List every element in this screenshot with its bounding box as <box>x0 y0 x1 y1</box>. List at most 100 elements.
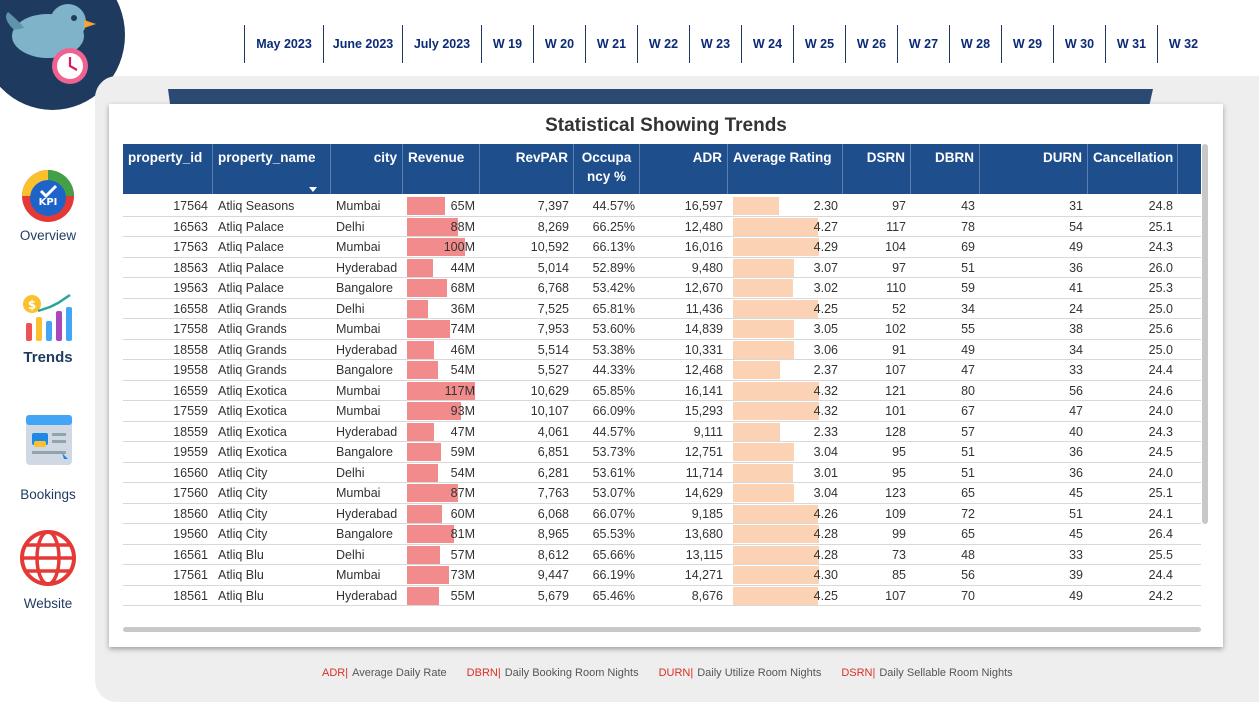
revenue-bar <box>407 217 459 236</box>
horizontal-scrollbar[interactable] <box>123 627 1201 632</box>
table-row[interactable]: 18558 Atliq Grands Hyderabad 46M 5,514 53.38%… <box>123 340 1201 360</box>
filter-w-25[interactable]: W 25 <box>793 25 845 63</box>
cell-property_id: 18559 <box>173 424 208 439</box>
table-row[interactable]: 19558 Atliq Grands Bangalore 54M 5,527 44.33%… <box>123 360 1201 381</box>
table-row[interactable]: 17558 Atliq Grands Mumbai 74M 7,953 53.60% 14,… <box>123 319 1201 340</box>
rating-bar <box>733 545 819 564</box>
filter-june-2023[interactable]: June 2023 <box>323 25 402 63</box>
filter-w-30[interactable]: W 30 <box>1053 25 1105 63</box>
table-row[interactable]: 18560 Atliq City Hyderabad 60M 6,068 66.07% 9,… <box>123 504 1201 524</box>
filter-july-2023[interactable]: July 2023 <box>402 25 481 63</box>
cell-dbrn: 34 <box>961 301 975 316</box>
table-row[interactable]: 16561 Atliq Blu Delhi 57M 8,612 65.66% 13,115 4… <box>123 545 1201 565</box>
cell-durn: 36 <box>1069 445 1083 459</box>
cell-property_id: 16560 <box>173 465 208 480</box>
table-row[interactable]: 16559 Atliq Exotica Mumbai 117M 10,629 65.85%… <box>123 381 1201 401</box>
cell-adr: 16,016 <box>684 240 723 254</box>
filter-w-24[interactable]: W 24 <box>741 25 793 63</box>
cell-occupa-ncy-%: 53.38% <box>592 342 635 357</box>
table-row[interactable]: 19563 Atliq Palace Bangalore 68M 6,768 53.42%… <box>123 278 1201 299</box>
column-header-8[interactable]: DSRN <box>843 144 911 194</box>
sort-desc-icon[interactable] <box>309 187 317 192</box>
filter-w-23[interactable]: W 23 <box>689 25 741 63</box>
vertical-scrollbar[interactable] <box>1202 144 1208 524</box>
cell-adr: 13,115 <box>685 547 723 562</box>
cell-city: Mumbai <box>336 486 381 500</box>
table-row[interactable]: 17564 Atliq Seasons Mumbai 65M 7,397 44.57% 16… <box>123 196 1201 217</box>
table-row[interactable]: 19560 Atliq City Bangalore 81M 8,965 65.53% 13… <box>123 524 1201 545</box>
table-row[interactable]: 17560 Atliq City Mumbai 87M 7,763 53.07% 14,62… <box>123 483 1201 504</box>
nav-trends[interactable]: $ Trends <box>0 293 96 366</box>
legend-key: ADR| <box>322 667 349 679</box>
cell-average-rating: 2.37 <box>728 360 843 380</box>
cell-occupa-ncy-%: 53.60% <box>592 322 635 336</box>
filter-w-32[interactable]: W 32 <box>1157 25 1209 63</box>
column-header-4[interactable]: RevPAR <box>480 144 574 194</box>
column-header-6[interactable]: ADR <box>640 144 728 194</box>
column-header-2[interactable]: city <box>331 144 403 194</box>
cell-occupa-ncy-%: 65.85% <box>592 383 635 398</box>
filter-w-29[interactable]: W 29 <box>1001 25 1053 63</box>
table-row[interactable]: 18561 Atliq Blu Hyderabad 55M 5,679 65.46% 8,6… <box>123 586 1201 606</box>
cell-adr: 12,468 <box>684 363 723 377</box>
legend-description: Daily Sellable Room Nights <box>879 667 1013 679</box>
filter-w-28[interactable]: W 28 <box>949 25 1001 63</box>
nav-website[interactable]: Website <box>0 528 96 611</box>
cell-dbrn: 49 <box>961 342 975 357</box>
table-row[interactable]: 18559 Atliq Exotica Hyderabad 47M 4,061 44.57… <box>123 422 1201 442</box>
column-header-0[interactable]: property_id <box>123 144 213 194</box>
cell-average-rating: 4.28 <box>728 545 843 565</box>
table-header: property_id property_name city Revenue RevPA… <box>123 144 1201 194</box>
column-header-5[interactable]: Occupa ncy % <box>574 144 640 194</box>
table-row[interactable]: 16558 Atliq Grands Delhi 36M 7,525 65.81% 11,4… <box>123 299 1201 319</box>
cell-city: Delhi <box>336 465 365 480</box>
filter-may-2023[interactable]: May 2023 <box>244 25 323 63</box>
table-row[interactable]: 17563 Atliq Palace Mumbai 100M 10,592 66.13% 1… <box>123 237 1201 258</box>
column-header-7[interactable]: Average Rating <box>728 144 843 194</box>
column-header-11[interactable]: Cancellation <box>1088 144 1178 194</box>
table-row[interactable]: 19559 Atliq Exotica Bangalore 59M 6,851 53.73… <box>123 442 1201 463</box>
cell-cancellation: 24.6 <box>1148 383 1173 398</box>
cell-property_name: Atliq Grands <box>218 301 287 316</box>
table-row[interactable]: 16560 Atliq City Delhi 54M 6,281 53.61% 11,714… <box>123 463 1201 483</box>
rating-bar <box>733 299 818 318</box>
cell-property_id: 18563 <box>173 260 208 275</box>
abbreviation-legend: ADR| Average Daily Rate DBRN| Daily Booking… <box>322 667 1033 679</box>
cell-durn: 47 <box>1069 404 1083 418</box>
column-header-1[interactable]: property_name <box>213 144 331 194</box>
cell-dbrn: 56 <box>961 568 975 582</box>
cell-dbrn: 78 <box>961 219 975 234</box>
cell-revenue: 54M <box>403 463 480 483</box>
nav-bookings[interactable]: Bookings <box>0 413 96 502</box>
column-header-3[interactable]: Revenue <box>403 144 480 194</box>
cell-average-rating: 3.04 <box>728 442 843 462</box>
cell-city: Hyderabad <box>336 506 398 521</box>
table-row[interactable]: 17559 Atliq Exotica Mumbai 93M 10,107 66.09% 1… <box>123 401 1201 422</box>
column-header-9[interactable]: DBRN <box>911 144 980 194</box>
table-row[interactable]: 18563 Atliq Palace Hyderabad 44M 5,014 52.89%… <box>123 258 1201 278</box>
filter-w-20[interactable]: W 20 <box>533 25 585 63</box>
filter-w-22[interactable]: W 22 <box>637 25 689 63</box>
rating-bar <box>733 566 819 584</box>
cell-cancellation: 25.5 <box>1148 547 1173 562</box>
column-header-10[interactable]: DURN <box>980 144 1088 194</box>
table-row[interactable]: 16563 Atliq Palace Delhi 88M 8,269 66.25% 12,4… <box>123 217 1201 237</box>
cell-revenue: 36M <box>403 299 480 319</box>
cell-adr: 9,185 <box>691 506 723 521</box>
cell-average-rating: 4.25 <box>728 299 843 319</box>
filter-w-19[interactable]: W 19 <box>481 25 533 63</box>
filter-w-27[interactable]: W 27 <box>897 25 949 63</box>
filter-w-31[interactable]: W 31 <box>1105 25 1157 63</box>
cell-durn: 34 <box>1069 342 1083 357</box>
nav-overview[interactable]: KPI Overview <box>0 168 96 243</box>
cell-average-rating: 4.32 <box>728 381 843 401</box>
table-row[interactable]: 17561 Atliq Blu Mumbai 73M 9,447 66.19% 14,271… <box>123 565 1201 586</box>
cell-revenue: 55M <box>403 586 480 606</box>
cell-revenue: 100M <box>403 237 480 257</box>
cell-cancellation: 24.4 <box>1148 568 1173 582</box>
cell-property_id: 19563 <box>173 281 208 295</box>
filter-w-26[interactable]: W 26 <box>845 25 897 63</box>
filter-w-21[interactable]: W 21 <box>585 25 637 63</box>
cell-city: Hyderabad <box>336 342 398 357</box>
